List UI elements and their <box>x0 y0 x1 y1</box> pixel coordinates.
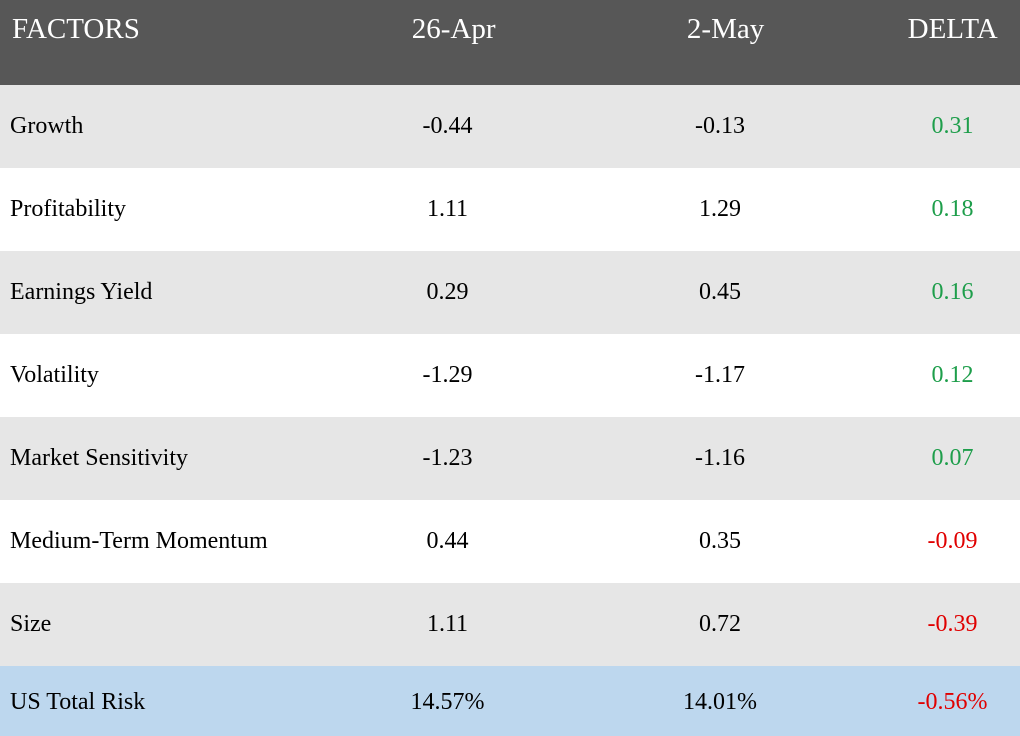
table-row: Profitability 1.11 1.29 0.18 <box>0 168 1020 251</box>
value-delta: -0.09 <box>927 528 978 554</box>
total-26-apr: 14.57% <box>410 688 485 715</box>
value-delta: 0.31 <box>931 113 974 139</box>
table-row: Volatility -1.29 -1.17 0.12 <box>0 334 1020 417</box>
value-delta: 0.07 <box>931 445 974 471</box>
table-row: Growth -0.44 -0.13 0.31 <box>0 85 1020 168</box>
factor-name: Earnings Yield <box>10 279 153 305</box>
factor-name: Medium-Term Momentum <box>10 528 268 554</box>
value-delta: -0.39 <box>927 611 978 637</box>
value-2-may: 0.72 <box>699 611 741 637</box>
factor-name: Profitability <box>10 196 126 222</box>
value-2-may: 0.45 <box>699 279 741 305</box>
value-26-apr: 1.11 <box>426 611 469 637</box>
value-2-may: 1.29 <box>699 196 741 222</box>
total-row: US Total Risk 14.57% 14.01% -0.56% <box>0 666 1020 736</box>
value-2-may: -1.16 <box>695 445 745 471</box>
value-26-apr: -1.29 <box>422 362 473 388</box>
value-delta: 0.12 <box>931 362 974 388</box>
factor-name: Growth <box>10 113 84 139</box>
table-row: Market Sensitivity -1.23 -1.16 0.07 <box>0 417 1020 500</box>
total-label: US Total Risk <box>10 688 146 715</box>
factor-name: Market Sensitivity <box>10 445 188 471</box>
value-26-apr: 0.29 <box>426 279 469 305</box>
header-delta: DELTA <box>907 13 998 45</box>
value-26-apr: -1.23 <box>422 445 473 471</box>
total-2-may: 14.01% <box>683 688 757 715</box>
value-delta: 0.16 <box>931 279 974 305</box>
header-factors: FACTORS <box>11 13 140 45</box>
header-26-apr: 26-Apr <box>411 13 496 45</box>
value-delta: 0.18 <box>931 196 974 222</box>
factor-name: Volatility <box>10 362 99 388</box>
table-row: Earnings Yield 0.29 0.45 0.16 <box>0 251 1020 334</box>
value-2-may: -0.13 <box>695 113 745 139</box>
factor-name: Size <box>10 611 52 637</box>
header-2-may: 2-May <box>686 13 765 45</box>
value-26-apr: -0.44 <box>422 113 473 139</box>
value-2-may: 0.35 <box>699 528 741 554</box>
total-delta: -0.56% <box>917 688 988 715</box>
table-row: Size 1.11 0.72 -0.39 <box>0 583 1020 666</box>
table-row: Medium-Term Momentum 0.44 0.35 -0.09 <box>0 500 1020 583</box>
table-header: FACTORS 26-Apr 2-May DELTA <box>0 0 1020 85</box>
value-26-apr: 1.11 <box>426 196 469 222</box>
value-26-apr: 0.44 <box>426 528 469 554</box>
value-2-may: -1.17 <box>695 362 745 388</box>
